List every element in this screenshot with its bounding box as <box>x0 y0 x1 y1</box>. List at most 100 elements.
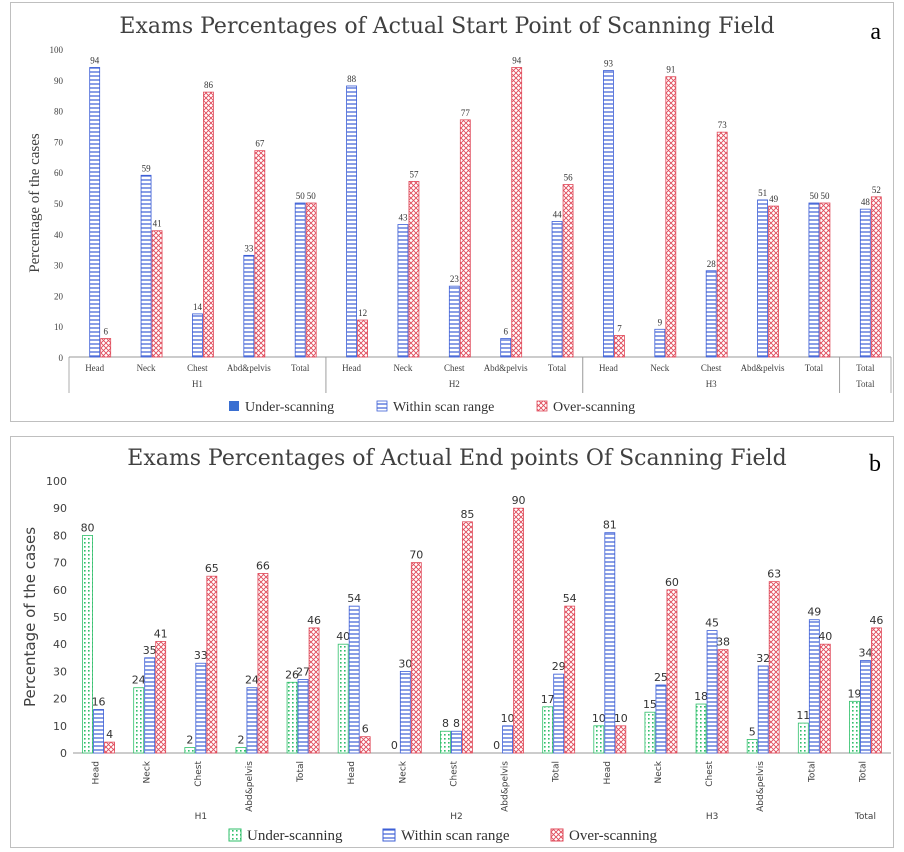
data-label-over-scanning-10: 7 <box>617 323 622 333</box>
data-label-over-scanning-5: 12 <box>358 308 367 318</box>
x-category-label: Chest <box>444 363 465 373</box>
y-tick-label: 50 <box>54 199 64 209</box>
bar-within-scan-range-neck-11 <box>654 328 666 358</box>
bar-under-scanning-abd-pelvis-13 <box>746 738 758 754</box>
group-label-h1: H1 <box>195 812 208 822</box>
group-label-h3: H3 <box>706 812 719 822</box>
legend-swatch-under-scanning <box>228 828 242 842</box>
data-label-within-scan-range-0: 94 <box>90 55 100 65</box>
data-label-under-scanning-8: 0 <box>493 739 500 752</box>
bar-within-scan-range-neck-6 <box>397 224 409 358</box>
x-category-label: Neck <box>650 363 669 373</box>
data-label-under-scanning-13: 5 <box>749 725 756 738</box>
data-label-within-scan-range-5: 88 <box>347 74 357 84</box>
data-label-under-scanning-9: 17 <box>541 693 555 706</box>
legend-swatch-under-scanning <box>229 401 239 411</box>
bar-over-scanning-total-15 <box>871 627 882 754</box>
x-category-label: Abd&pelvis <box>741 363 785 373</box>
x-category-label: Abd&pelvis <box>484 363 528 373</box>
data-label-within-scan-range-0: 16 <box>92 695 106 708</box>
bar-within-scan-range-chest-7 <box>451 730 462 754</box>
data-label-within-scan-range-8: 6 <box>503 327 508 337</box>
bar-within-scan-range-abd-pelvis-13 <box>757 199 768 358</box>
chart-a-svg: Exams Percentages of Actual Start Point … <box>27 14 892 415</box>
bar-within-scan-range-chest-2 <box>195 662 207 754</box>
data-label-over-scanning-7: 77 <box>461 108 471 118</box>
bar-over-scanning-head-5 <box>359 736 371 754</box>
data-label-within-scan-range-15: 48 <box>861 197 871 207</box>
y-tick-label: 30 <box>53 665 67 678</box>
x-category-label: Total <box>856 363 875 373</box>
data-label-within-scan-range-4: 27 <box>296 666 310 679</box>
x-category-label: Total <box>548 363 567 373</box>
data-label-under-scanning-11: 15 <box>643 698 657 711</box>
chart-a-plot: 0 10 20 30 40 50 60 70 80 90 100 94 6 Head 59 41 Neck 14 8… <box>50 45 892 393</box>
bar-within-scan-range-chest-2 <box>192 313 203 358</box>
x-category-label: Total <box>858 761 868 783</box>
bar-over-scanning-abd-pelvis-8 <box>513 507 524 754</box>
bar-under-scanning-neck-1 <box>133 687 145 754</box>
bar-within-scan-range-total-9 <box>553 673 565 754</box>
y-tick-label: 100 <box>46 475 67 488</box>
y-tick-label: 10 <box>53 720 67 733</box>
data-label-under-scanning-6: 0 <box>391 739 398 752</box>
group-label-h2: H2 <box>450 812 463 822</box>
data-label-within-scan-range-5: 54 <box>347 592 361 605</box>
y-tick-label: 30 <box>54 261 64 271</box>
bar-within-scan-range-total-4 <box>297 679 309 754</box>
bar-within-scan-range-total-14 <box>808 619 820 754</box>
data-label-under-scanning-15: 19 <box>847 687 861 700</box>
data-label-under-scanning-7: 8 <box>442 717 449 730</box>
y-tick-label: 60 <box>54 168 64 178</box>
bar-under-scanning-total-4 <box>286 681 298 754</box>
data-label-within-scan-range-2: 14 <box>193 302 203 312</box>
group-label-h1: H1 <box>192 379 203 389</box>
legend-swatch-within <box>376 400 388 412</box>
bar-over-scanning-chest-7 <box>459 119 471 358</box>
data-label-within-scan-range-1: 59 <box>142 163 152 173</box>
bar-over-scanning-neck-1 <box>155 641 167 754</box>
data-label-within-scan-range-14: 50 <box>809 191 819 201</box>
chart-a-ylabel: Percentage of the cases <box>27 133 43 273</box>
bar-under-scanning-head-10 <box>593 725 605 754</box>
x-category-label: Neck <box>393 363 412 373</box>
x-category-label: Head <box>342 363 361 373</box>
data-label-within-scan-range-6: 43 <box>398 213 408 223</box>
bar-over-scanning-abd-pelvis-13 <box>768 205 779 358</box>
chart-panel-a: Exams Percentages of Actual Start Point … <box>10 2 894 422</box>
data-label-over-scanning-2: 86 <box>204 80 214 90</box>
data-label-within-scan-range-11: 25 <box>654 671 668 684</box>
bar-over-scanning-neck-6 <box>408 181 420 358</box>
bar-within-scan-range-chest-12 <box>705 270 717 358</box>
data-label-over-scanning-12: 73 <box>718 120 728 130</box>
data-label-over-scanning-7: 85 <box>460 508 474 521</box>
bar-over-scanning-abd-pelvis-8 <box>511 67 523 358</box>
data-label-over-scanning-1: 41 <box>154 627 168 640</box>
bar-within-scan-range-abd-pelvis-3 <box>243 254 255 358</box>
data-label-within-scan-range-12: 28 <box>707 259 717 269</box>
x-category-label: Neck <box>398 760 408 783</box>
data-label-within-scan-range-13: 51 <box>758 188 767 198</box>
data-label-within-scan-range-6: 30 <box>398 657 412 670</box>
y-tick-label: 50 <box>53 611 67 624</box>
bar-within-scan-range-abd-pelvis-3 <box>246 687 258 754</box>
data-label-under-scanning-3: 2 <box>237 734 244 747</box>
x-category-label: Neck <box>137 363 156 373</box>
data-label-over-scanning-14: 50 <box>820 191 830 201</box>
bar-within-scan-range-head-10 <box>603 70 614 358</box>
legend-label-within: Within scan range <box>393 400 494 415</box>
bar-over-scanning-total-14 <box>819 202 831 358</box>
x-category-label: Total <box>805 363 824 373</box>
data-label-within-scan-range-13: 32 <box>756 652 770 665</box>
legend-swatch-within <box>382 828 396 842</box>
y-tick-label: 0 <box>60 747 67 760</box>
bar-over-scanning-total-15 <box>870 196 882 358</box>
bar-within-scan-range-neck-1 <box>140 174 152 358</box>
y-tick-label: 20 <box>53 693 67 706</box>
bar-under-scanning-head-0 <box>82 535 93 754</box>
bar-over-scanning-neck-11 <box>665 76 677 358</box>
bar-over-scanning-total-9 <box>564 605 576 754</box>
data-label-over-scanning-3: 66 <box>256 559 270 572</box>
data-label-within-scan-range-12: 45 <box>705 617 719 630</box>
bar-over-scanning-chest-7 <box>462 521 473 754</box>
